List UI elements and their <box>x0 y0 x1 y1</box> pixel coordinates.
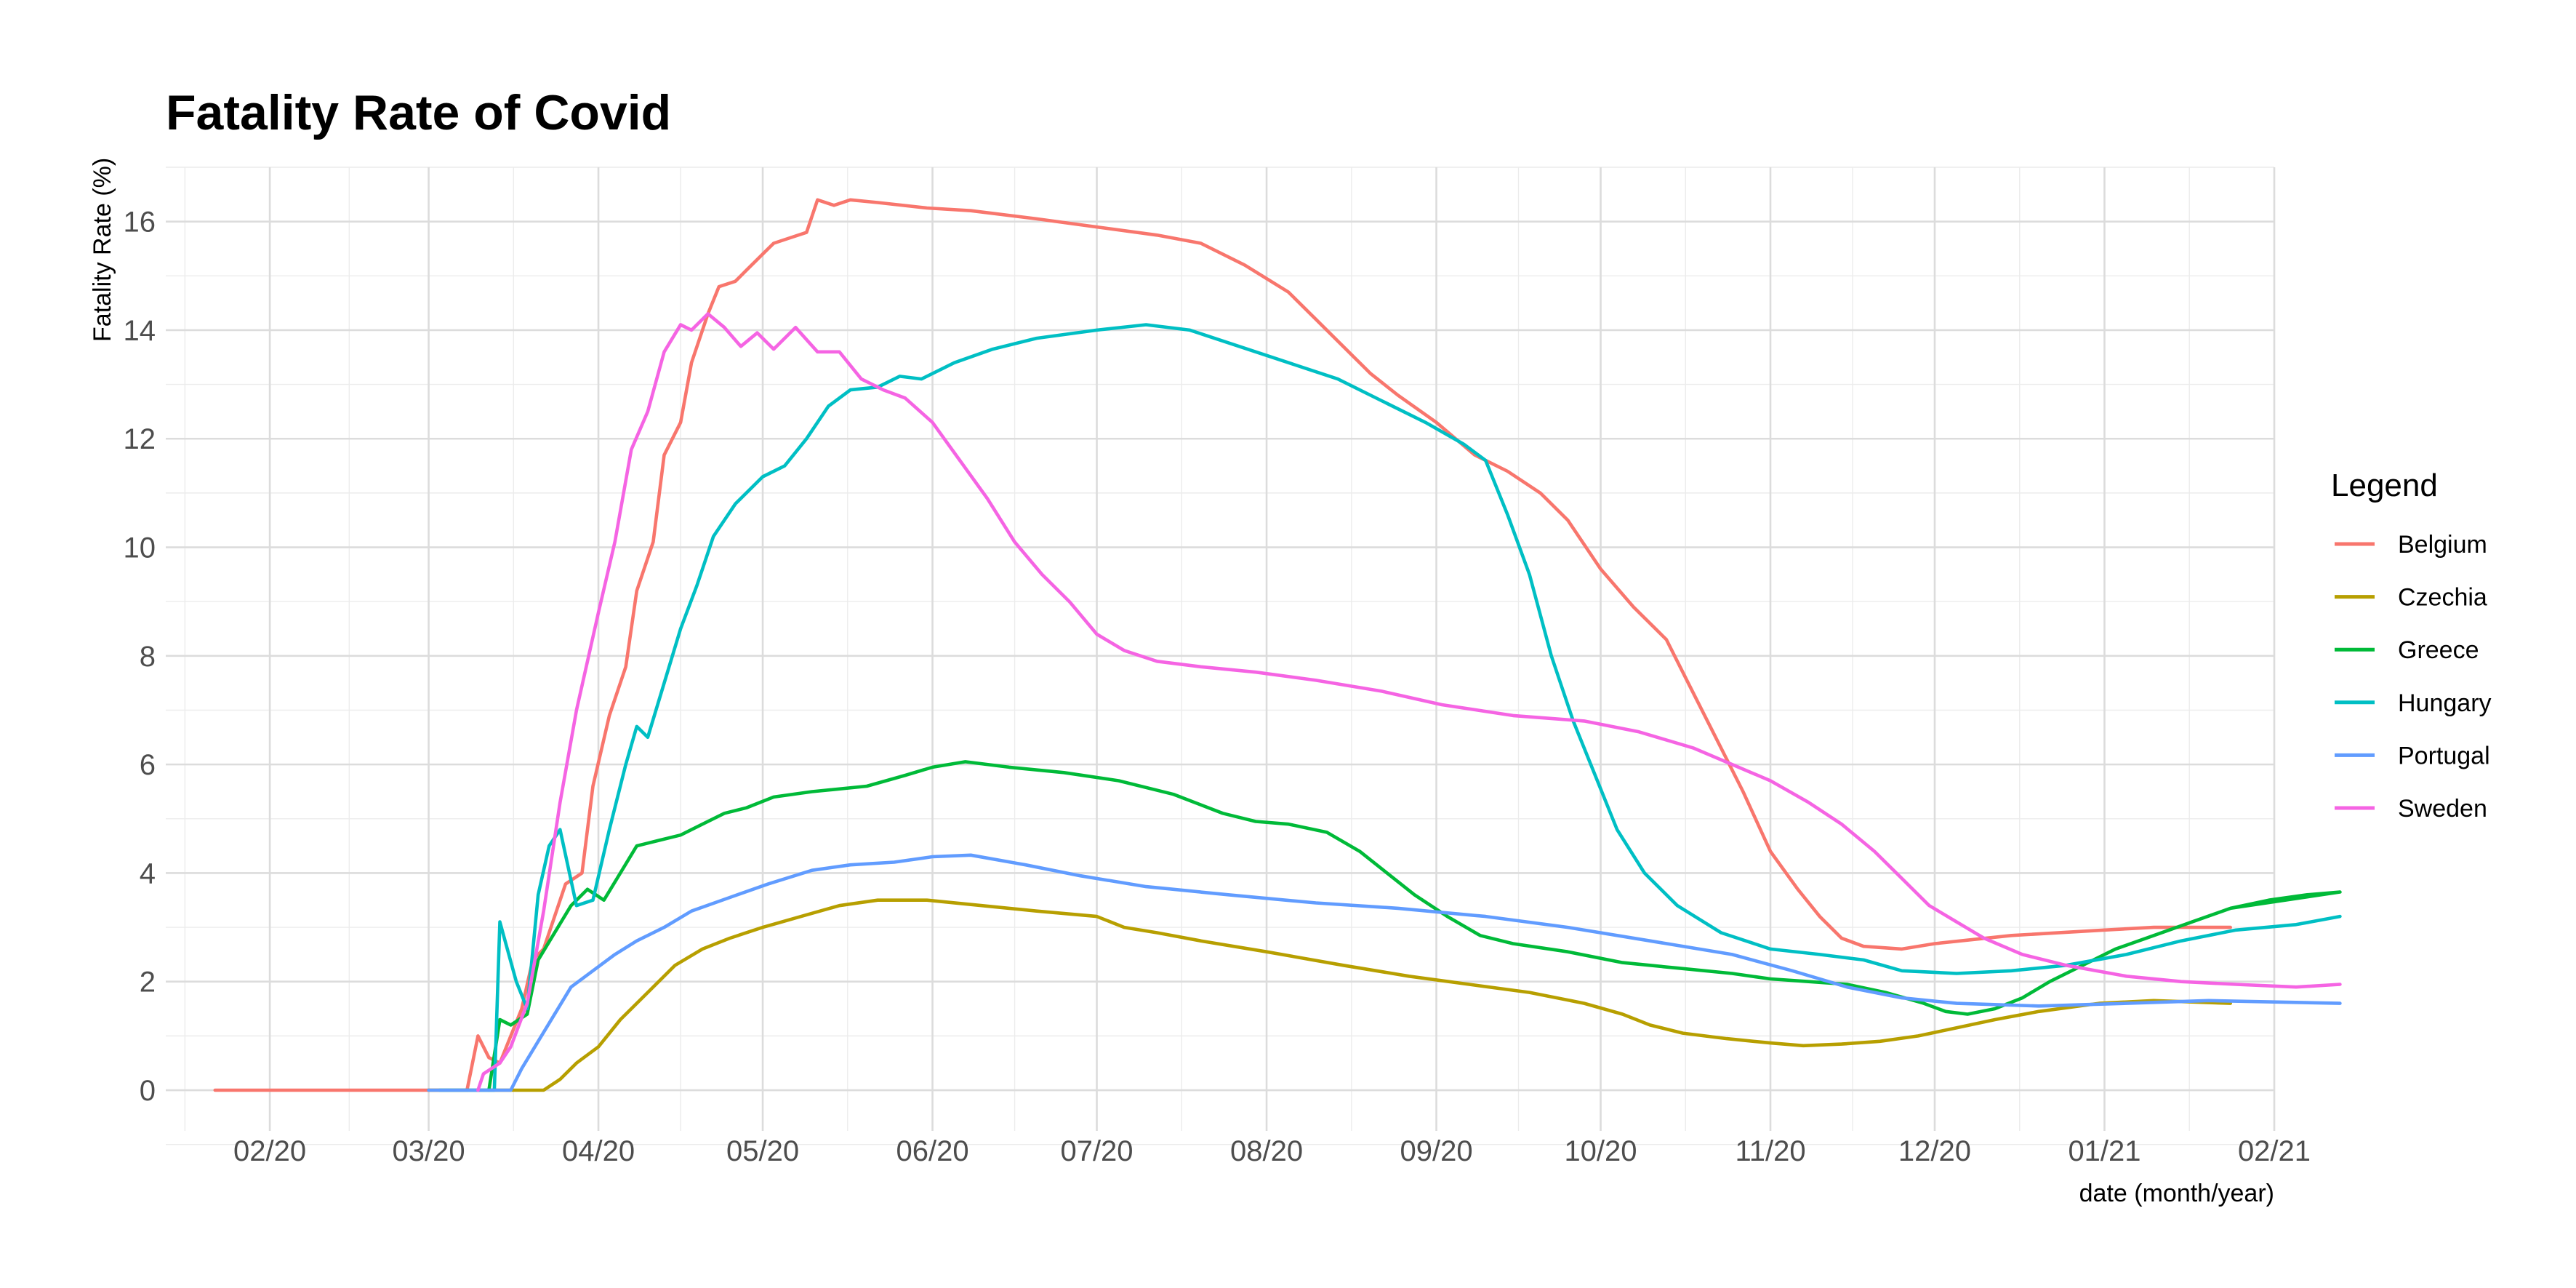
legend-items: Belgium Czechia Greece Hungary Portugal Swede… <box>2335 531 2492 823</box>
y-tick-label: 12 <box>124 423 156 455</box>
x-tick-label: 02/21 <box>2238 1135 2311 1167</box>
legend-label-sweden: Sweden <box>2398 795 2487 823</box>
y-tick-label: 2 <box>140 967 156 999</box>
legend-title: Legend <box>2331 468 2438 503</box>
x-tick-label: 05/20 <box>726 1135 799 1167</box>
series-line-belgium <box>213 198 2232 1092</box>
y-axis-label: Fatality Rate (%) <box>89 158 116 342</box>
x-tick-label: 07/20 <box>1060 1135 1133 1167</box>
x-tick-label: 08/20 <box>1230 1135 1303 1167</box>
x-axis-label: date (month/year) <box>2079 1180 2274 1207</box>
y-tick-label: 16 <box>124 207 156 239</box>
series-line-portugal <box>427 853 2342 1092</box>
chart-title: Fatality Rate of Covid <box>166 85 671 140</box>
y-tick-label: 8 <box>140 641 156 673</box>
x-axis-ticks: 02/20 03/20 04/20 05/20 06/20 07/20 08/20 09/20… <box>233 1135 2311 1167</box>
legend-label-czechia: Czechia <box>2398 584 2487 612</box>
legend-label-hungary: Hungary <box>2398 689 2492 717</box>
y-axis-ticks: 0 2 4 6 8 10 12 14 16 <box>124 207 156 1107</box>
legend-label-greece: Greece <box>2398 636 2479 664</box>
legend: Legend Belgium Czechia Greece Hungary Portug… <box>2331 468 2492 823</box>
x-tick-label: 03/20 <box>393 1135 465 1167</box>
series-line-hungary <box>438 323 2342 1092</box>
y-tick-label: 14 <box>124 315 156 347</box>
x-tick-label: 11/20 <box>1735 1135 1805 1167</box>
x-tick-label: 01/21 <box>2068 1135 2140 1167</box>
x-tick-label: 06/20 <box>896 1135 968 1167</box>
series-line-sweden <box>476 312 2342 1092</box>
y-tick-label: 10 <box>124 532 156 564</box>
series-line-czechia <box>427 898 2232 1092</box>
y-tick-label: 0 <box>140 1075 156 1107</box>
x-tick-label: 04/20 <box>562 1135 635 1167</box>
y-tick-label: 4 <box>140 857 156 889</box>
x-tick-label: 12/20 <box>1898 1135 1971 1167</box>
series-layer <box>213 198 2342 1092</box>
x-tick-label: 09/20 <box>1400 1135 1472 1167</box>
series-line-greece <box>487 760 2342 1092</box>
legend-label-portugal: Portugal <box>2398 742 2490 769</box>
legend-label-belgium: Belgium <box>2398 531 2487 559</box>
y-tick-label: 6 <box>140 749 156 781</box>
x-tick-label: 02/20 <box>233 1135 306 1167</box>
x-tick-label: 10/20 <box>1564 1135 1637 1167</box>
plot-grid <box>166 167 2276 1145</box>
